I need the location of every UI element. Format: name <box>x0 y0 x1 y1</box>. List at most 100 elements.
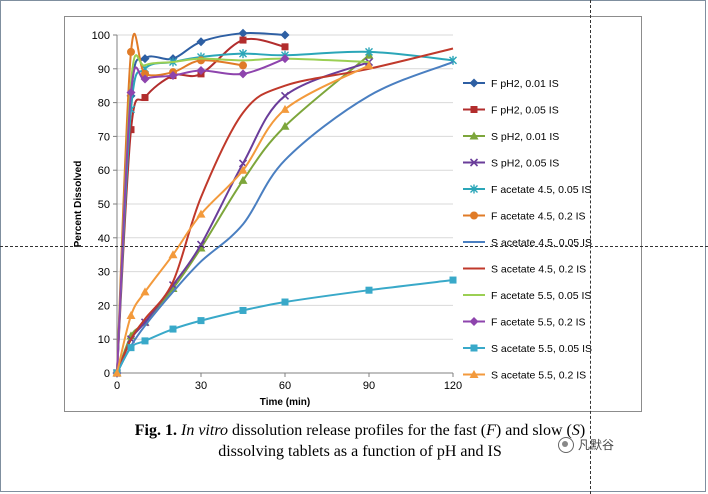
y-tick-label: 90 <box>98 64 110 76</box>
data-point <box>197 56 205 65</box>
data-point <box>238 165 248 174</box>
series-8 <box>116 47 454 374</box>
data-point <box>140 74 150 84</box>
data-point <box>364 60 374 69</box>
caption-f-letter: F <box>486 422 496 439</box>
data-point <box>169 325 177 333</box>
x-tick-label: 0 <box>114 380 120 392</box>
legend-label: F acetate 4.5, 0.05 IS <box>491 184 591 196</box>
data-point <box>239 36 247 44</box>
data-point <box>280 104 290 113</box>
caption-line-2: dissolving tablets as a function of pH a… <box>218 443 502 460</box>
caption-line-1: Fig. 1. In vitro dissolution release pro… <box>40 420 680 441</box>
x-axis-label: Time (min) <box>260 397 310 408</box>
data-point <box>239 49 247 59</box>
caption-fig-label: Fig. 1. <box>134 422 177 439</box>
legend-entry-4: S pH2, 0.05 IS <box>463 158 559 170</box>
data-point <box>140 54 150 64</box>
data-point <box>365 286 373 294</box>
y-tick-label: 70 <box>98 131 110 143</box>
caption-s-letter: S <box>571 422 580 439</box>
legend-entry-12: S acetate 5.5, 0.2 IS <box>463 370 586 382</box>
legend-entry-3: S pH2, 0.01 IS <box>463 131 559 143</box>
y-tick-label: 0 <box>104 368 110 380</box>
data-point <box>470 184 478 194</box>
legend-entry-7: S acetate 4.5, 0.05 IS <box>463 237 592 249</box>
data-point <box>280 91 290 100</box>
data-point <box>112 368 122 377</box>
data-point <box>469 317 479 326</box>
data-point <box>470 344 478 352</box>
figure-caption: Fig. 1. In vitro dissolution release pro… <box>40 420 680 462</box>
caption-italic-lead: In vitro <box>181 422 228 439</box>
legend-label: F acetate 4.5, 0.2 IS <box>491 211 586 223</box>
legend: F pH2, 0.01 IS F pH2, 0.05 IS S pH2, 0.01 … <box>463 78 592 382</box>
x-tick-label: 60 <box>279 380 291 392</box>
data-point <box>196 209 206 218</box>
series-3 <box>112 50 374 377</box>
series-7 <box>116 61 454 374</box>
data-point <box>126 311 136 320</box>
series-10 <box>112 54 290 378</box>
data-point <box>281 43 289 51</box>
legend-entry-8: S acetate 4.5, 0.2 IS <box>463 264 586 276</box>
vertical-guide-line <box>590 0 591 494</box>
legend-entry-11: S acetate 5.5, 0.05 IS <box>463 343 592 355</box>
data-point <box>470 211 478 220</box>
data-point <box>140 287 150 296</box>
legend-label: S acetate 5.5, 0.2 IS <box>491 370 586 382</box>
data-point <box>168 250 178 259</box>
y-tick-label: 30 <box>98 267 110 279</box>
series-line <box>116 50 454 374</box>
data-point <box>469 158 479 167</box>
watermark: 凡默谷 <box>558 436 614 453</box>
data-point <box>280 54 290 64</box>
y-tick-label: 10 <box>98 334 110 346</box>
legend-label: S acetate 4.5, 0.2 IS <box>491 264 586 276</box>
data-point <box>127 47 135 56</box>
caption-text-2: ) and slow ( <box>495 422 572 439</box>
legend-entry-1: F pH2, 0.01 IS <box>463 78 559 90</box>
legend-label: F pH2, 0.05 IS <box>491 105 559 117</box>
horizontal-guide-line <box>0 246 708 247</box>
data-point <box>239 61 247 70</box>
series-line <box>116 61 370 374</box>
caption-text-3: ) <box>579 422 586 439</box>
data-point <box>168 71 178 81</box>
data-point <box>469 370 479 378</box>
y-axis-label: Percent Dissolved <box>73 161 84 248</box>
y-tick-label: 60 <box>98 165 110 177</box>
legend-label: F acetate 5.5, 0.2 IS <box>491 317 586 329</box>
axes-layer: 0 10 20 30 40 50 60 70 80 90 100 0 30 60 90 120 Time (mi… <box>73 30 462 408</box>
y-tick-label: 100 <box>92 30 110 42</box>
data-point <box>141 337 149 345</box>
watermark-logo-icon <box>558 436 574 453</box>
legend-entry-10: F acetate 5.5, 0.2 IS <box>463 317 586 329</box>
series-line <box>116 32 244 374</box>
series-4 <box>112 57 374 378</box>
dissolution-chart: 0 10 20 30 40 50 60 70 80 90 100 0 30 60 90 120 Time (mi… <box>73 28 592 408</box>
series-12 <box>112 60 374 377</box>
y-tick-label: 40 <box>98 233 110 245</box>
legend-entry-9: F acetate 5.5, 0.05 IS <box>463 290 591 302</box>
data-point <box>141 69 149 78</box>
data-point <box>469 78 479 88</box>
data-point <box>238 28 248 38</box>
series-layer <box>112 28 457 378</box>
data-point <box>280 121 290 130</box>
data-point <box>281 298 289 306</box>
series-line <box>116 47 454 374</box>
series-line <box>116 57 286 374</box>
legend-label: S pH2, 0.05 IS <box>491 158 559 170</box>
data-point <box>140 318 150 327</box>
x-tick-label: 30 <box>195 380 207 392</box>
y-tick-label: 80 <box>98 98 110 110</box>
data-point <box>196 65 206 75</box>
data-point <box>126 87 136 97</box>
data-point <box>239 306 247 314</box>
data-point <box>196 37 206 47</box>
legend-label: S acetate 5.5, 0.05 IS <box>491 343 592 355</box>
series-line <box>116 279 454 374</box>
data-point <box>280 30 290 40</box>
data-point <box>365 47 373 57</box>
